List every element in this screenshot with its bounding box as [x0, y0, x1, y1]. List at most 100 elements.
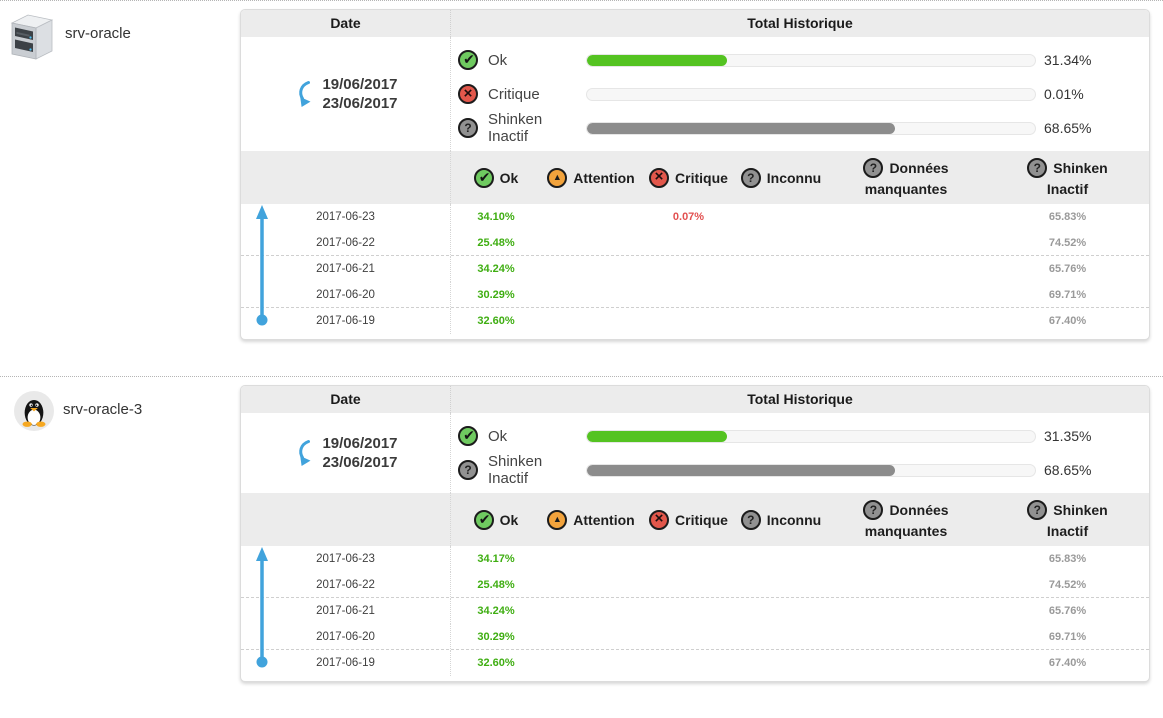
critique-icon-glyph: × — [464, 86, 473, 101]
summary-percentage: 68.65% — [1044, 120, 1091, 136]
row-value-ok: 34.24% — [451, 598, 541, 624]
progress-bar-track — [586, 430, 1036, 443]
column-header-label: Critique — [675, 512, 728, 528]
row-value-attention — [541, 650, 641, 676]
progress-bar-track — [586, 88, 1036, 101]
host-info: srv-oracle — [0, 9, 240, 340]
row-value-attention — [541, 282, 641, 307]
column-header-line1: ▲Attention — [547, 510, 634, 530]
row-value-shinken: 67.40% — [986, 308, 1149, 334]
server-icon — [8, 11, 56, 66]
summary-percentage: 31.34% — [1044, 52, 1091, 68]
row-value-attention — [541, 230, 641, 255]
attention-icon: ▲ — [547, 510, 567, 530]
row-value-donnees — [826, 598, 986, 624]
date-range[interactable]: 19/06/2017 23/06/2017 — [322, 434, 397, 472]
attention-icon: ▲ — [547, 168, 567, 188]
date-range[interactable]: 19/06/2017 23/06/2017 — [322, 75, 397, 113]
ok-icon-glyph: ✔ — [463, 428, 475, 442]
inconnu-icon-glyph: ? — [464, 464, 471, 476]
column-header-line1: ?Inconnu — [741, 168, 821, 188]
ok-icon: ✔ — [458, 426, 478, 446]
linux-penguin-icon — [14, 391, 54, 431]
column-header-label: Attention — [573, 170, 634, 186]
column-header-label: Shinken — [1053, 160, 1107, 176]
row-value-critique — [641, 230, 736, 255]
row-date: 2017-06-21 — [241, 598, 451, 624]
row-value-ok: 34.17% — [451, 546, 541, 572]
date-from: 19/06/2017 — [322, 434, 397, 453]
row-value-donnees — [826, 308, 986, 334]
total-historique-header: Total Historique — [451, 10, 1149, 37]
summary-percentage: 68.65% — [1044, 462, 1091, 478]
progress-bar-fill — [587, 55, 727, 66]
row-value-ok: 34.24% — [451, 256, 541, 282]
row-date: 2017-06-23 — [241, 204, 451, 230]
column-header-attention: ▲Attention — [541, 493, 641, 546]
row-value-critique: 0.07% — [641, 204, 736, 230]
column-header-label: Shinken — [1053, 502, 1107, 518]
column-header-line1: ?Shinken — [1027, 158, 1107, 178]
row-value-critique — [641, 598, 736, 624]
row-value-donnees — [826, 230, 986, 255]
column-header-line1: ?Données — [863, 158, 948, 178]
column-header-label: Données — [889, 160, 948, 176]
row-value-donnees — [826, 546, 986, 572]
row-value-ok: 30.29% — [451, 282, 541, 307]
row-value-donnees — [826, 282, 986, 307]
column-header-label-line2: manquantes — [865, 181, 947, 197]
date-range-arrow-icon — [293, 437, 313, 469]
column-header-line1: ?Données — [863, 500, 948, 520]
row-value-ok: 32.60% — [451, 650, 541, 676]
ok-icon: ✔ — [474, 168, 494, 188]
row-value-donnees — [826, 572, 986, 597]
row-value-inconnu — [736, 598, 826, 624]
critique-icon: × — [458, 84, 478, 104]
critique-icon: × — [649, 510, 669, 530]
row-value-attention — [541, 598, 641, 624]
row-value-inconnu — [736, 572, 826, 597]
row-value-attention — [541, 256, 641, 282]
row-value-attention — [541, 204, 641, 230]
ok-icon-glyph: ✔ — [463, 52, 475, 66]
report-table: Date Total Historique 19/06/2017 23/06/2… — [240, 9, 1150, 340]
host-name[interactable]: srv-oracle-3 — [63, 401, 142, 418]
column-header-ok: ✔Ok — [451, 151, 541, 204]
progress-bar-track — [586, 464, 1036, 477]
row-value-inconnu — [736, 204, 826, 230]
row-value-shinken: 74.52% — [986, 230, 1149, 255]
progress-bar-fill — [587, 465, 895, 476]
row-value-donnees — [826, 204, 986, 230]
ok-icon: ✔ — [474, 510, 494, 530]
row-date: 2017-06-20 — [241, 282, 451, 307]
inconnu-icon-glyph: ? — [747, 172, 754, 184]
progress-bar-track — [586, 54, 1036, 67]
row-value-ok: 25.48% — [451, 230, 541, 255]
column-header-line1: ×Critique — [649, 168, 728, 188]
host-name[interactable]: srv-oracle — [65, 25, 131, 42]
column-header-line1: ✔Ok — [474, 168, 519, 188]
column-header-label: Données — [889, 502, 948, 518]
summary-label: Shinken Inactif — [488, 111, 586, 145]
ok-icon: ✔ — [458, 50, 478, 70]
row-value-ok: 32.60% — [451, 308, 541, 334]
inconnu-icon: ? — [741, 510, 761, 530]
